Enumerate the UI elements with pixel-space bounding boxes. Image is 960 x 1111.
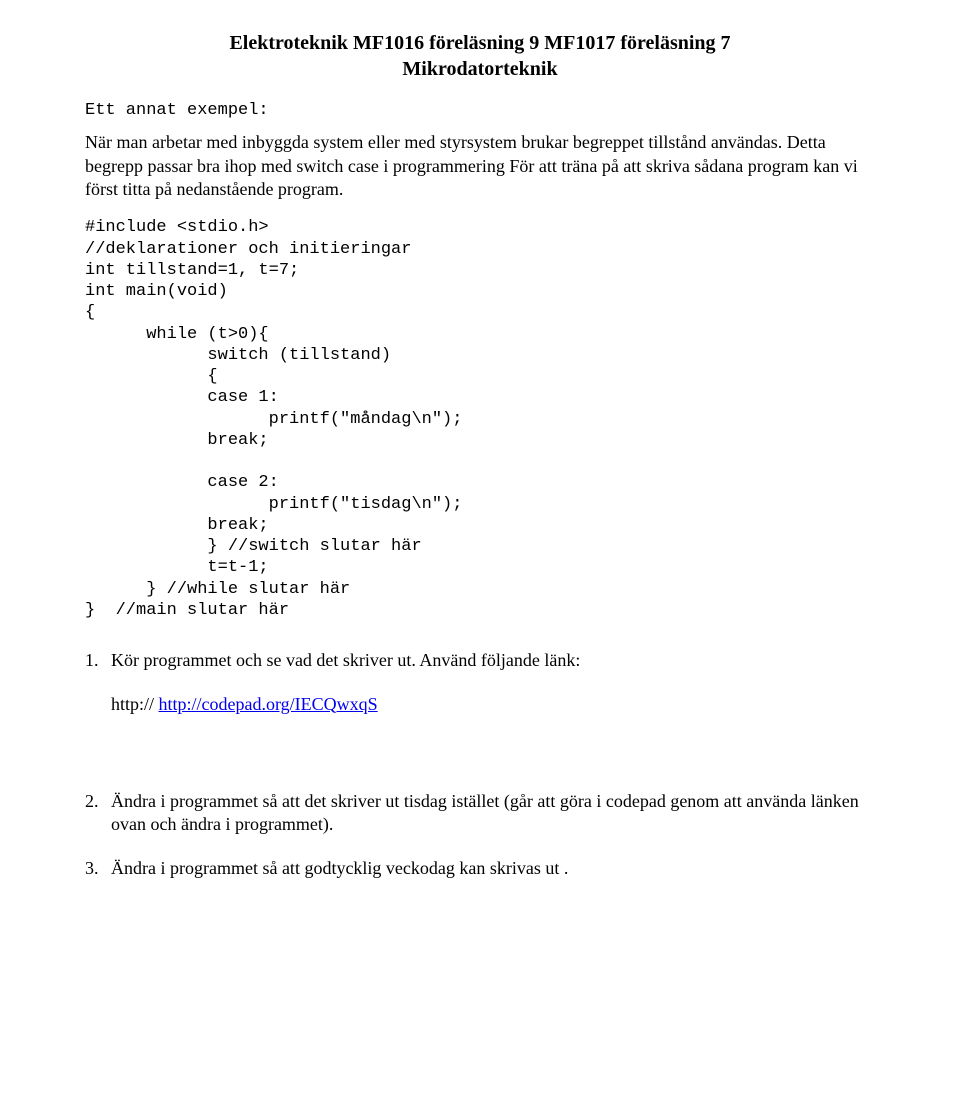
document-title: Elektroteknik MF1016 föreläsning 9 MF101… <box>85 30 875 82</box>
codepad-link[interactable]: http://codepad.org/IECQwxqS <box>159 694 378 714</box>
section-label: Ett annat exempel: <box>85 100 875 121</box>
question-list: 1. Kör programmet och se vad det skriver… <box>85 649 875 880</box>
question-3: 3. Ändra i programmet så att godtycklig … <box>85 857 875 880</box>
title-line-2: Mikrodatorteknik <box>85 56 875 82</box>
question-1-text: Kör programmet och se vad det skriver ut… <box>111 649 875 672</box>
question-1: 1. Kör programmet och se vad det skriver… <box>85 649 875 672</box>
question-1-link-line: http:// http://codepad.org/IECQwxqS <box>111 693 875 716</box>
link-prefix: http:// <box>111 694 159 714</box>
question-1-number: 1. <box>85 649 111 672</box>
question-3-text: Ändra i programmet så att godtycklig vec… <box>111 857 875 880</box>
question-2-number: 2. <box>85 790 111 837</box>
question-3-number: 3. <box>85 857 111 880</box>
question-2: 2. Ändra i programmet så att det skriver… <box>85 790 875 837</box>
intro-paragraph: När man arbetar med inbyggda system elle… <box>85 131 875 201</box>
code-block: #include <stdio.h> //deklarationer och i… <box>85 217 875 621</box>
title-line-1: Elektroteknik MF1016 föreläsning 9 MF101… <box>85 30 875 56</box>
question-2-text: Ändra i programmet så att det skriver ut… <box>111 790 875 837</box>
